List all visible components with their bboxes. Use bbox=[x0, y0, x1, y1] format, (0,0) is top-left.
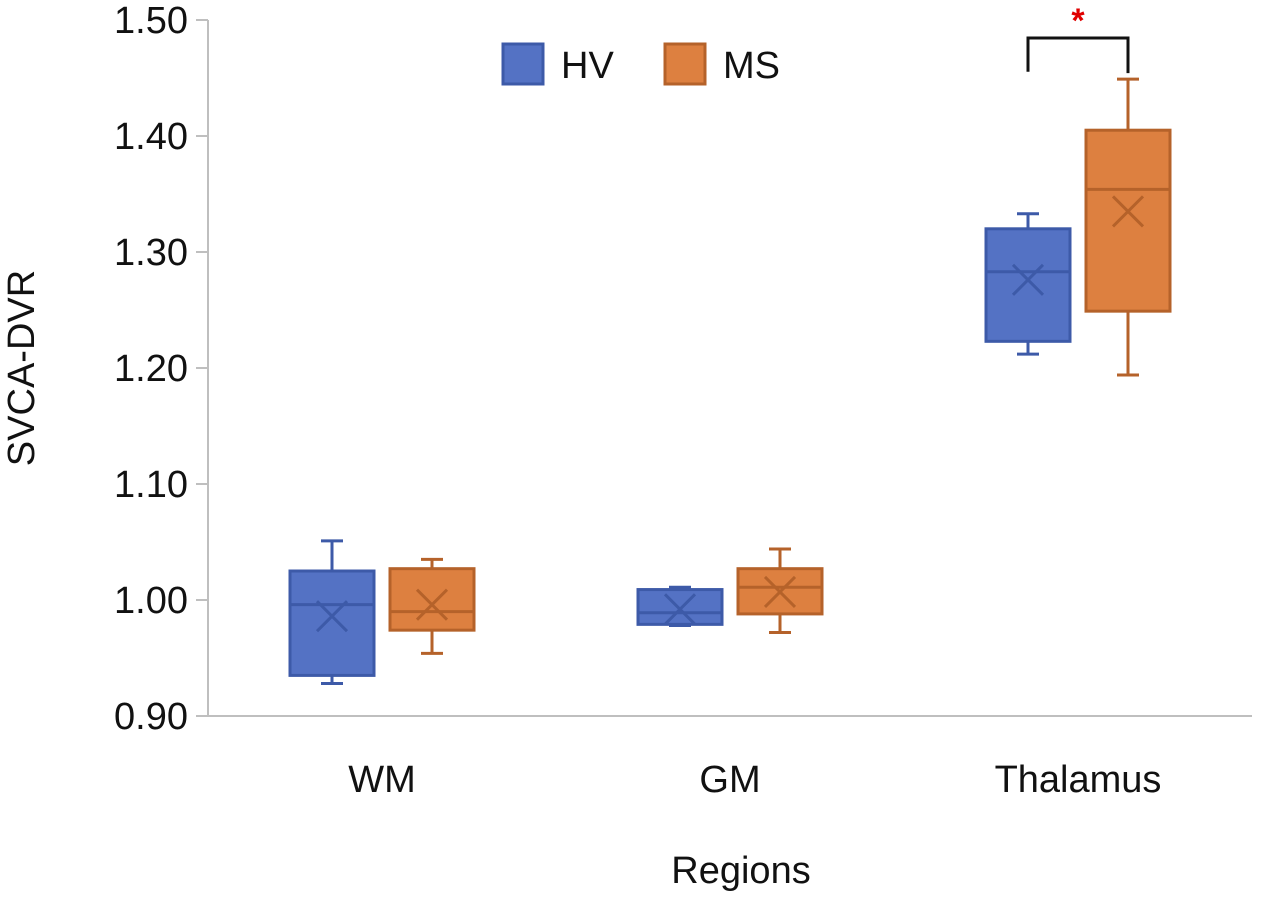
box-series bbox=[288, 77, 1172, 686]
significance-annotations: * bbox=[1026, 2, 1130, 74]
legend-swatch-hv bbox=[501, 42, 545, 86]
legend-swatch-ms bbox=[663, 42, 707, 86]
box-hv-thalamus bbox=[984, 212, 1072, 356]
legend: HV MS bbox=[501, 42, 780, 87]
x-category-label: GM bbox=[699, 759, 760, 801]
x-category-labels: WM GM Thalamus bbox=[348, 759, 1161, 801]
legend-label-ms: MS bbox=[723, 45, 780, 87]
y-tick-label: 1.40 bbox=[114, 116, 188, 158]
box-iqr bbox=[636, 588, 724, 626]
box-ms-wm bbox=[388, 557, 476, 655]
y-axis-title: SVCA-DVR bbox=[1, 270, 43, 466]
y-tick-labels: 0.90 1.00 1.10 1.20 1.30 1.40 1.50 bbox=[114, 0, 188, 738]
y-tick-label: 1.00 bbox=[114, 580, 188, 622]
mean-marker bbox=[763, 575, 797, 608]
mean-marker bbox=[415, 588, 449, 621]
box-iqr bbox=[388, 567, 476, 632]
y-tick-label: 0.90 bbox=[114, 696, 188, 738]
box-iqr bbox=[288, 569, 376, 677]
y-tick-label: 1.20 bbox=[114, 348, 188, 390]
box-iqr bbox=[1084, 128, 1172, 313]
y-tick-label: 1.50 bbox=[114, 0, 188, 42]
y-axis-ticks bbox=[196, 19, 208, 717]
mean-marker bbox=[663, 593, 697, 626]
box-hv-wm bbox=[288, 539, 376, 686]
mean-marker bbox=[315, 600, 349, 633]
significance-star: * bbox=[1071, 2, 1085, 40]
x-category-label: WM bbox=[348, 759, 416, 801]
x-axis-title: Regions bbox=[671, 850, 810, 892]
box-iqr bbox=[984, 227, 1072, 343]
box-hv-gm bbox=[636, 585, 724, 628]
legend-label-hv: HV bbox=[561, 45, 614, 87]
box-iqr bbox=[736, 567, 824, 616]
x-category-label: Thalamus bbox=[995, 759, 1162, 801]
mean-marker bbox=[1111, 195, 1145, 228]
box-ms-gm bbox=[736, 547, 824, 634]
mean-marker bbox=[1011, 263, 1045, 296]
y-tick-label: 1.30 bbox=[114, 232, 188, 274]
significance-bracket bbox=[1026, 36, 1130, 74]
box-ms-thalamus bbox=[1084, 77, 1172, 377]
y-tick-label: 1.10 bbox=[114, 464, 188, 506]
